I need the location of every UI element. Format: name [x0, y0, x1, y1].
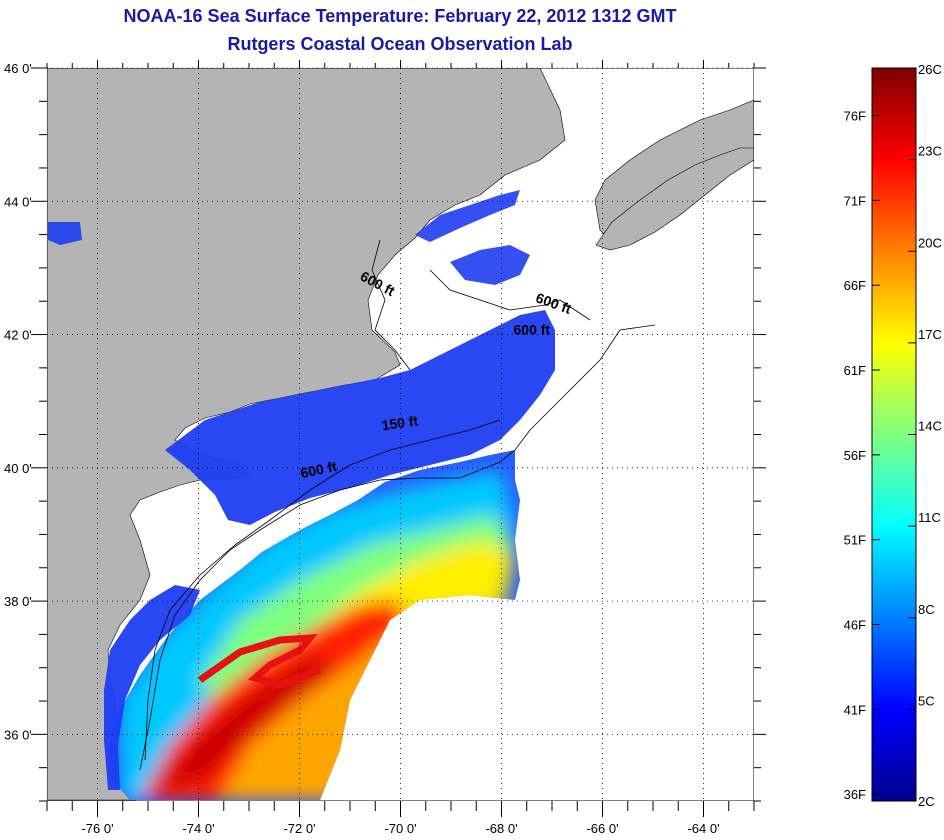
colorbar-fahrenheit-label: 41F	[844, 702, 866, 717]
colorbar-celsius-label: 8C	[918, 602, 935, 617]
lon-tick-label: -64 0'	[687, 821, 719, 836]
contour-600ft	[139, 324, 656, 771]
lon-tick-label: -68 0'	[485, 821, 517, 836]
contour-label: 150 ft	[381, 412, 420, 433]
colorbar-fahrenheit-label: 46F	[844, 618, 866, 633]
colorbar-fahrenheit-label: 66F	[844, 278, 866, 293]
lat-tick-label: 38 0'	[4, 594, 32, 609]
lon-tick-label: -74 0'	[182, 821, 214, 836]
lat-tick-label: 40 0'	[4, 461, 32, 476]
colorbar-celsius-label: 20C	[918, 235, 942, 250]
lat-tick-label: 46 0'	[4, 61, 32, 76]
colorbar-celsius-label: 23C	[918, 144, 942, 159]
shelf-cold-water	[165, 310, 555, 525]
colorbar-fahrenheit-label: 71F	[844, 193, 866, 208]
colorbar-celsius-label: 14C	[918, 419, 942, 434]
colorbar-fahrenheit-label: 61F	[844, 363, 866, 378]
gulf-stream-filament	[197, 633, 322, 689]
colorbar-fahrenheit-label: 56F	[844, 448, 866, 463]
colorbar-celsius-label: 5C	[918, 693, 935, 708]
land-nova-scotia	[595, 147, 754, 251]
map-title: NOAA-16 Sea Surface Temperature: Februar…	[123, 6, 677, 26]
lat-tick-label: 42 0'	[4, 328, 32, 343]
colorbar-fahrenheit-label: 51F	[844, 533, 866, 548]
colorbar-celsius-label: 11C	[918, 510, 941, 525]
colorbar-celsius-label: 17C	[918, 327, 942, 342]
contour-150ft	[144, 419, 501, 761]
lon-tick-label: -70 0'	[384, 821, 416, 836]
temperature-colorbar: 26C 23C 20C 17C 14C 11C 8C 5C 2C 76F 71F 66F 61F 56F 5…	[844, 62, 942, 809]
contour-label: 600 ft	[299, 458, 338, 481]
lon-tick-label: -76 0'	[81, 821, 113, 836]
colorbar-fahrenheit-label: 76F	[844, 109, 866, 124]
coastal-cold-water	[104, 585, 200, 790]
gulf-of-maine-cold-water	[48, 190, 530, 285]
grid-lines	[47, 67, 754, 801]
map-subtitle: Rutgers Coastal Ocean Observation Lab	[227, 34, 573, 54]
axis-ticks	[31, 60, 766, 817]
lat-tick-label: 36 0'	[4, 727, 32, 742]
lon-tick-label: -72 0'	[283, 821, 315, 836]
colorbar-celsius-label: 2C	[918, 794, 935, 809]
sst-map: -76 0' -74 0' -72 0' -70 0' -68 0' -66 0' -64 …	[4, 60, 766, 836]
contour-gulf-of-maine	[371, 239, 591, 371]
lon-tick-label: -66 0'	[586, 821, 618, 836]
colorbar-fahrenheit-label: 36F	[844, 787, 866, 802]
axis-labels: -76 0' -74 0' -72 0' -70 0' -68 0' -66 0' -64 …	[4, 61, 720, 836]
lat-tick-label: 44 0'	[4, 194, 32, 209]
contour-label: 600 ft	[514, 322, 551, 338]
colorbar-celsius-label: 26C	[918, 62, 942, 77]
